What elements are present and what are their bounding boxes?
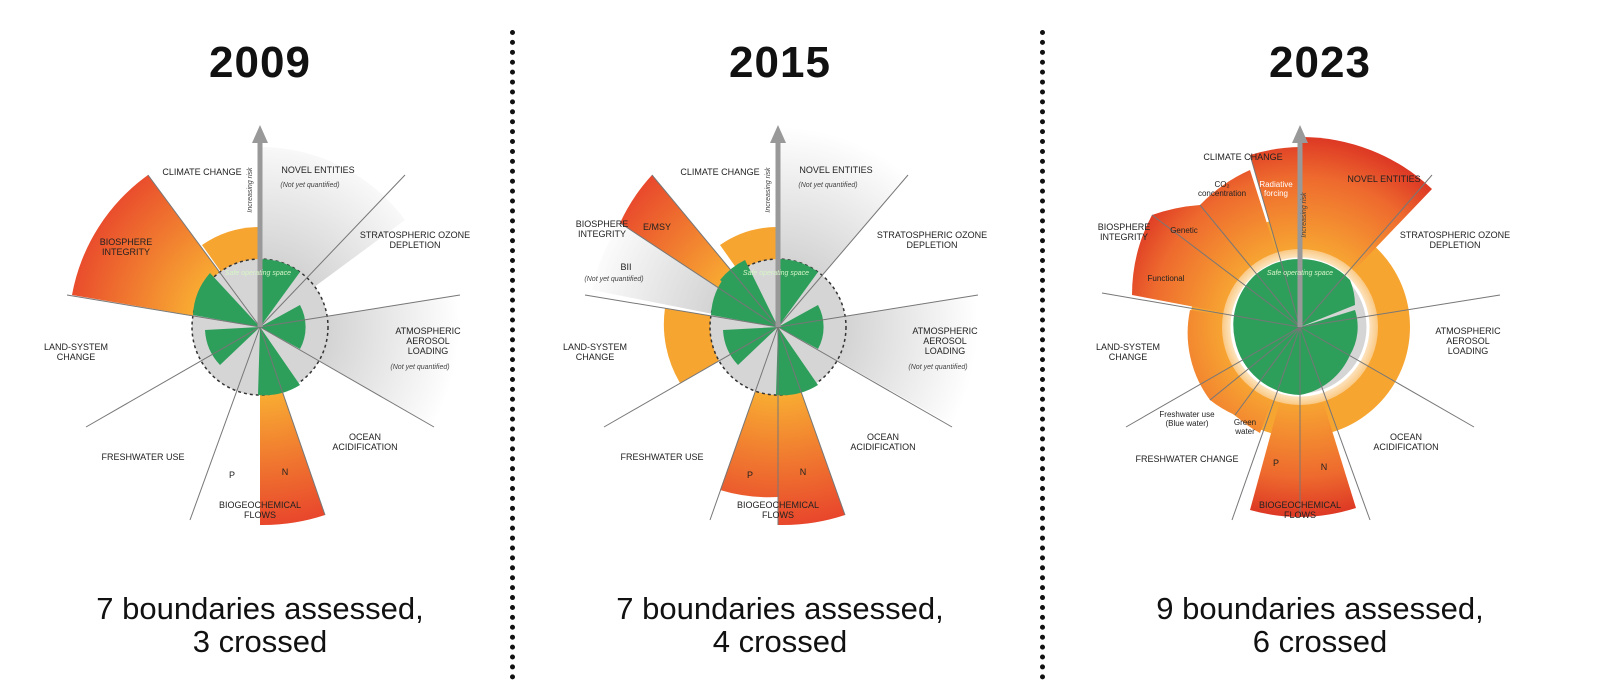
label-biogeochemical: BIOGEOCHEMICAL FLOWS (737, 500, 819, 520)
label-biogeochemical: BIOGEOCHEMICAL FLOWS (1259, 500, 1341, 520)
summary-line: 3 crossed (192, 624, 328, 659)
safe-green-sectors (1233, 258, 1358, 395)
panel-summary: 9 boundaries assessed, 6 crossed (1060, 592, 1580, 658)
wedge-label-co2: CO₂ concentration (1198, 180, 1246, 198)
panel-2015: 2015 Increasing ri (520, 0, 1040, 695)
label-land-system: LAND-SYSTEM CHANGE (563, 342, 627, 362)
wedge-label-n: N (1321, 462, 1328, 472)
label-land-system: LAND-SYSTEM CHANGE (44, 342, 108, 362)
label-biosphere: BIOSPHERE INTEGRITY (576, 219, 629, 239)
label-aerosol: ATMOSPHERIC AEROSOL LOADING (1435, 326, 1501, 356)
label-biosphere: BIOSPHERE INTEGRITY (1098, 222, 1151, 242)
panel-summary: 7 boundaries assessed, 3 crossed (0, 592, 520, 658)
boundary-diagram: Increasing risk Safe operating space CLI… (563, 125, 987, 526)
panel-2023: 2023 (1060, 0, 1580, 695)
wedge-label-p: P (1273, 458, 1279, 468)
wedge-label-blue-water: Freshwater use (Blue water) (1159, 410, 1215, 428)
label-ozone: STRATOSPHERIC OZONE DEPLETION (877, 230, 987, 250)
increasing-risk-arrow (770, 125, 786, 327)
summary-line: 9 boundaries assessed, (1156, 591, 1484, 626)
dotted-divider (510, 30, 515, 680)
label-ocean: OCEAN ACIDIFICATION (332, 432, 397, 452)
wedge-label-p: P (747, 470, 753, 480)
label-land-system: LAND-SYSTEM CHANGE (1096, 342, 1160, 362)
label-ocean: OCEAN ACIDIFICATION (1373, 432, 1438, 452)
label-aerosol-sub: (Not yet quantified) (390, 364, 449, 371)
wedge-label-green-water: Green water (1234, 418, 1256, 436)
increasing-risk-arrow (1292, 125, 1308, 327)
safe-space-label: Safe operating space (225, 270, 291, 277)
wedge-label-emsy: E/MSY (643, 222, 671, 232)
wedge-label-bii: BII (620, 262, 631, 272)
panel-summary: 7 boundaries assessed, 4 crossed (520, 592, 1040, 658)
label-biosphere: BIOSPHERE INTEGRITY (100, 237, 153, 257)
sector-lines (1101, 154, 1501, 521)
wedge-label-functional: Functional (1148, 274, 1185, 283)
summary-line: 6 crossed (1252, 624, 1388, 659)
risk-label: Increasing risk (1301, 192, 1308, 238)
panel-year: 2009 (209, 38, 311, 87)
label-novel-sub: (Not yet quantified) (280, 182, 339, 189)
label-aerosol: ATMOSPHERIC AEROSOL LOADING (395, 326, 461, 356)
panel-2009: 2009 (0, 0, 520, 695)
label-ocean: OCEAN ACIDIFICATION (850, 432, 915, 452)
safe-space-label: Safe operating space (743, 270, 809, 277)
wedge-label-genetic: Genetic (1170, 226, 1198, 235)
safe-space-label: Safe operating space (1267, 270, 1333, 277)
increasing-risk-arrow (252, 125, 268, 327)
panel-year: 2023 (1269, 38, 1371, 87)
dotted-divider (1040, 30, 1045, 680)
sector-lines (66, 174, 461, 521)
wedge-label-n: N (282, 467, 289, 477)
label-aerosol: ATMOSPHERIC AEROSOL LOADING (912, 326, 978, 356)
label-aerosol-sub: (Not yet quantified) (908, 364, 967, 371)
label-climate-change: CLIMATE CHANGE (162, 167, 241, 177)
panel-year: 2015 (729, 38, 831, 87)
wedge-label-n: N (800, 467, 807, 477)
summary-line: 4 crossed (712, 624, 848, 659)
boundary-diagram: Increasing risk Safe operating space CLI… (1096, 125, 1510, 521)
wedge-label-p: P (229, 470, 235, 480)
safe-green-sectors (193, 259, 306, 396)
label-freshwater: FRESHWATER USE (620, 452, 703, 462)
label-biogeochemical: BIOGEOCHEMICAL FLOWS (219, 500, 301, 520)
label-novel-sub: (Not yet quantified) (798, 182, 857, 189)
wedge-label-bii-sub: (Not yet quantified) (584, 276, 643, 283)
sector-lines (584, 174, 979, 525)
label-climate-change: CLIMATE CHANGE (1203, 152, 1282, 162)
label-novel-entities: NOVEL ENTITIES (281, 165, 354, 175)
risk-label: Increasing risk (765, 167, 772, 213)
wedge-label-radiative: Radiative forcing (1259, 180, 1293, 198)
label-freshwater: FRESHWATER CHANGE (1135, 454, 1238, 464)
label-novel-entities: NOVEL ENTITIES (799, 165, 872, 175)
summary-line: 7 boundaries assessed, (96, 591, 424, 626)
risk-label: Increasing risk (247, 167, 254, 213)
safe-green-sectors (711, 259, 824, 396)
label-climate-change: CLIMATE CHANGE (680, 167, 759, 177)
label-ozone: STRATOSPHERIC OZONE DEPLETION (1400, 230, 1510, 250)
boundary-diagram: Increasing risk Safe operating space CLI… (44, 125, 470, 526)
label-ozone: STRATOSPHERIC OZONE DEPLETION (360, 230, 470, 250)
summary-line: 7 boundaries assessed, (616, 591, 944, 626)
label-freshwater: FRESHWATER USE (101, 452, 184, 462)
label-novel-entities: NOVEL ENTITIES (1347, 174, 1420, 184)
